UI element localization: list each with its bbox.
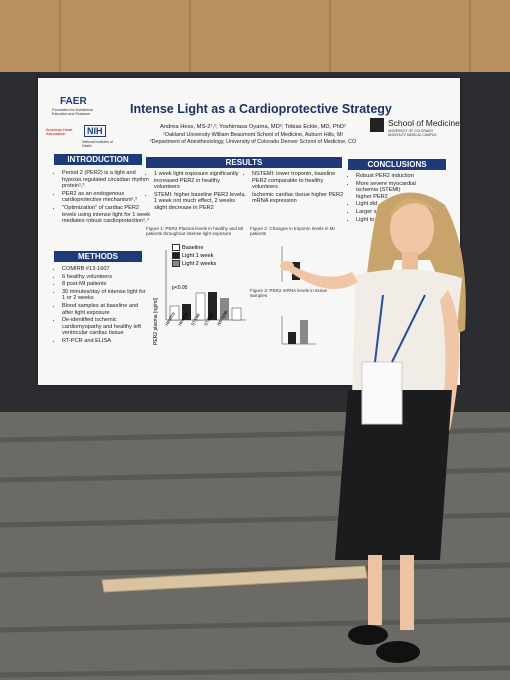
legend-entry: Light 2 weeks: [172, 260, 216, 267]
bullet-list: Robust PER2 inductionMore severe myocard…: [348, 173, 416, 224]
bullet: PER2 as an endogenous cardioprotective m…: [62, 191, 150, 204]
logo-text: NIH: [84, 125, 106, 137]
bullet: More severe myocardial ischemia (STEMI) …: [356, 181, 416, 201]
logo-text: FAER: [60, 96, 87, 107]
bullet: Period 2 (PER2) is a light and hypoxia r…: [62, 170, 150, 190]
poster-title: Intense Light as a Cardioprotective Stra…: [130, 102, 392, 116]
legend-label: Baseline: [182, 244, 204, 251]
affiliation: ¹Oakland University William Beaumont Sch…: [163, 132, 343, 138]
bullet: 1 week light exposure significantly incr…: [154, 171, 246, 191]
legend-swatch: [172, 260, 180, 267]
logo-mark: [370, 118, 384, 132]
bullet: 8 post-MI patients: [62, 281, 150, 288]
bullet: Light to r: [356, 217, 416, 224]
annotation: p<0.05: [172, 285, 188, 291]
bullet: RT-PCR and ELISA: [62, 338, 150, 345]
bullet: Light did: [356, 201, 416, 208]
section-heading: RESULTS: [146, 157, 342, 168]
figure-legend: Baseline Light 1 week Light 2 weeks: [172, 244, 216, 268]
bullet: Larger sam: [356, 209, 416, 216]
bullet-list: NSTEMI: lower troponin, baseline PER2 co…: [244, 171, 350, 206]
section-heading: METHODS: [54, 251, 142, 262]
logo-subtext: Foundation for Anesthesia Education and …: [52, 108, 93, 116]
figure-caption: Figure 2: Changes in troponin levels in …: [250, 226, 335, 237]
authors: Andrea Hess, MS-2¹,²; Yoshimasa Oyama, M…: [159, 124, 347, 130]
bullet: STEMI: higher baseline PER2 levels, 1 we…: [154, 192, 246, 212]
bullet: Robust PER2 induction: [356, 173, 416, 180]
bullet: "Optimization" of cardiac PER2 levels us…: [62, 205, 150, 225]
section-heading: INTRODUCTION: [54, 154, 142, 165]
section-heading: CONCLUSIONS: [348, 159, 446, 170]
bullet: NSTEMI: lower troponin, baseline PER2 co…: [252, 171, 350, 191]
figure-caption: Figure 1: PER2 Plasma levels in healthy …: [146, 226, 244, 237]
bullet: Ischemic cardiac tissue higher PER2 mRNA…: [252, 192, 350, 205]
legend-swatch: [172, 244, 180, 251]
figure-caption: Figure 3: PER2 mRNA levels in tissue sam…: [250, 288, 328, 299]
bullet: Blood samples at baseline and after ligh…: [62, 303, 150, 316]
legend-label: Light 1 week: [182, 252, 214, 259]
logo-text: School of Medicine: [388, 118, 460, 128]
bullet: 30 minutes/day of intense light for 1 or…: [62, 289, 150, 302]
bullet: De-identified ischemic cardiomyopathy an…: [62, 317, 150, 337]
bullet: 6 healthy volunteers: [62, 274, 150, 281]
legend-entry: Light 1 week: [172, 252, 216, 259]
logo-subtext: National Institutes of Health: [82, 140, 113, 148]
logo-text: American Heart Association.: [46, 128, 73, 137]
logo-subtext: UNIVERSITY OF COLORADO ANSCHUTZ MEDICAL …: [388, 129, 437, 137]
bullet-list: Period 2 (PER2) is a light and hypoxia r…: [54, 170, 150, 226]
legend-entry: Baseline: [172, 244, 216, 251]
bullet-list: 1 week light exposure significantly incr…: [146, 171, 246, 213]
affiliation: ²Department of Anesthesiology, Universit…: [149, 139, 357, 145]
legend-swatch: [172, 252, 180, 259]
legend-label: Light 2 weeks: [182, 260, 217, 267]
bullet-list: COMIRB #13-16076 healthy volunteers8 pos…: [54, 266, 150, 346]
figure-image: [165, 250, 246, 321]
bullet: COMIRB #13-1607: [62, 266, 150, 273]
